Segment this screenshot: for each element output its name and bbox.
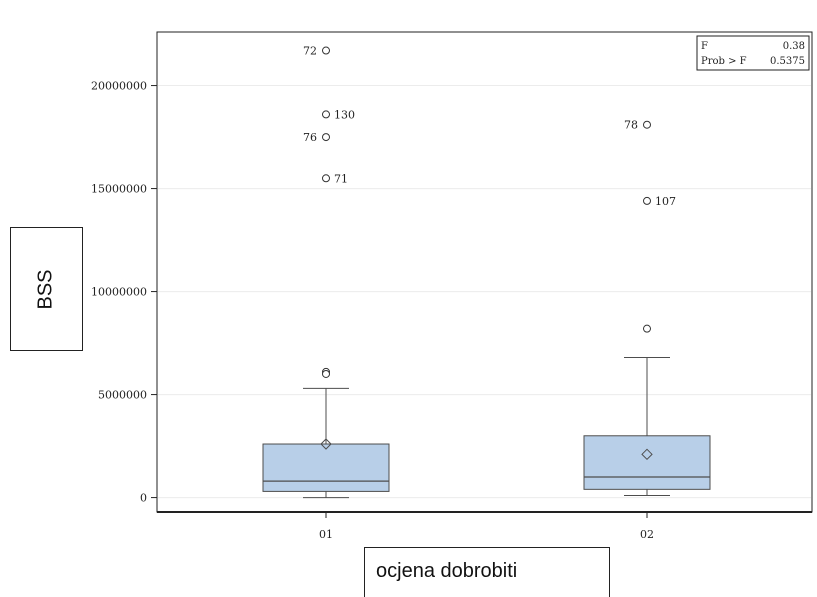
outlier-point bbox=[643, 196, 651, 205]
box-group-02: 78 107 bbox=[583, 119, 711, 497]
y-tick-label: 10000000 bbox=[91, 286, 147, 299]
stats-box bbox=[696, 35, 810, 71]
y-tick-label: 20000000 bbox=[91, 80, 147, 93]
outlier-point bbox=[643, 324, 651, 333]
stats-value: 0.38 bbox=[783, 41, 805, 52]
y-axis-label-box: BSS bbox=[10, 227, 83, 351]
outlier-point bbox=[322, 369, 330, 378]
gridlines bbox=[158, 85, 811, 499]
mean-marker bbox=[320, 438, 332, 450]
box-iqr bbox=[583, 435, 711, 490]
stats-value: 0.5375 bbox=[770, 56, 805, 67]
mean-marker bbox=[641, 448, 653, 461]
boxes: 72 130 76 71 78 107 bbox=[262, 45, 711, 499]
x-axis: 01 02 bbox=[157, 511, 812, 541]
x-axis-label: ocjena dobrobiti bbox=[376, 560, 518, 582]
outlier-point bbox=[322, 174, 330, 183]
y-tick-label: 0 bbox=[140, 492, 147, 505]
y-tick-label: 5000000 bbox=[98, 389, 147, 402]
box-group-01: 72 130 76 71 bbox=[262, 45, 390, 499]
y-axis-label: BSS bbox=[35, 268, 57, 310]
outlier-point bbox=[322, 133, 330, 142]
outlier-label: 107 bbox=[655, 195, 676, 208]
outlier-point bbox=[643, 120, 651, 129]
outlier-label: 71 bbox=[334, 172, 348, 185]
x-tick-label: 02 bbox=[640, 528, 654, 541]
y-axis: 0 5000000 10000000 15000000 20000000 bbox=[91, 80, 157, 505]
plot-frame bbox=[156, 31, 813, 513]
outlier-label: 78 bbox=[624, 119, 638, 132]
stats-table: F 0.38 Prob > F 0.5375 bbox=[696, 35, 810, 71]
box-iqr bbox=[262, 443, 390, 492]
x-axis-label-box: ocjena dobrobiti bbox=[364, 547, 610, 597]
outlier-label: 76 bbox=[303, 131, 317, 144]
y-tick-label: 15000000 bbox=[91, 183, 147, 196]
stats-name: F bbox=[701, 41, 708, 52]
outlier-label: 72 bbox=[303, 45, 317, 58]
outlier-label: 130 bbox=[334, 108, 355, 121]
outlier-point bbox=[322, 110, 330, 119]
outlier-point bbox=[322, 46, 330, 55]
x-tick-label: 01 bbox=[319, 528, 333, 541]
stats-name: Prob > F bbox=[701, 56, 747, 67]
